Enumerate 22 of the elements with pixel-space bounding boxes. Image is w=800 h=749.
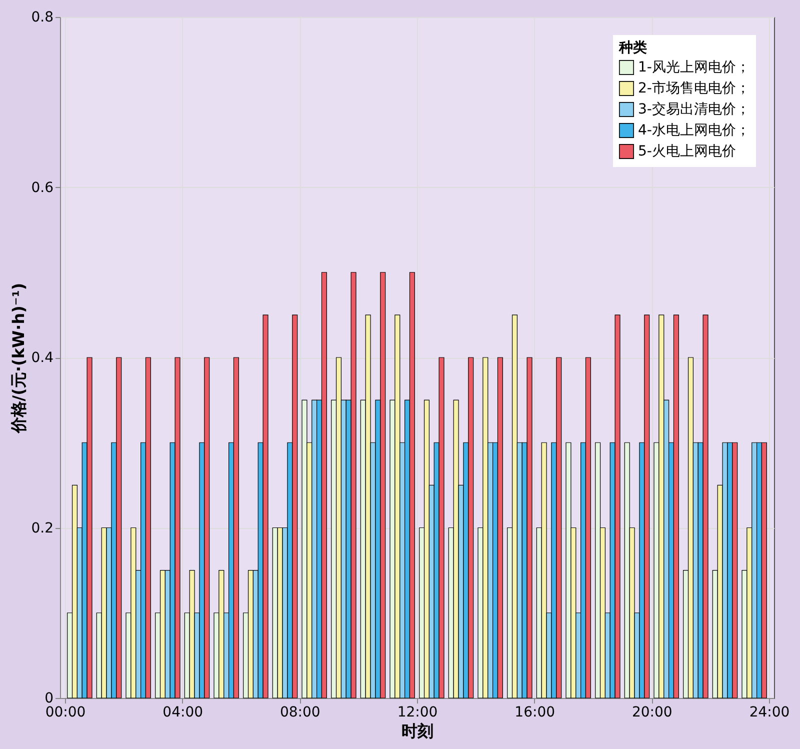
y-tick-label: 0.6 [31,180,54,196]
y-tick-label: 0.8 [31,10,54,26]
x-tick-label: 20:00 [632,704,672,720]
legend-label: 2-市场售电电价； [638,80,750,96]
legend-label: 4-水电上网电价； [638,122,750,138]
bar [272,527,278,698]
y-axis-title: 价格/(元·(kW·h)⁻¹) [9,282,28,434]
x-tick-label: 12:00 [397,704,438,720]
legend-label: 5-火电上网电价 [638,144,736,160]
bar [302,400,308,698]
y-tick-label: 0.2 [31,520,54,536]
legend-title: 种类 [618,40,647,56]
x-tick-label: 08:00 [280,704,320,720]
y-tick-label: 0.4 [31,350,54,366]
x-tick-label: 24:00 [749,704,790,720]
x-tick-label: 00:00 [45,704,86,720]
legend-label: 1-风光上网电价； [638,60,750,76]
x-tick-label: 16:00 [514,704,556,720]
x-tick-label: 04:00 [162,704,204,720]
y-tick-label: 0 [44,690,54,706]
legend-label: 3-交易出清电价； [638,102,750,118]
x-axis-title: 时刻 [402,722,434,740]
